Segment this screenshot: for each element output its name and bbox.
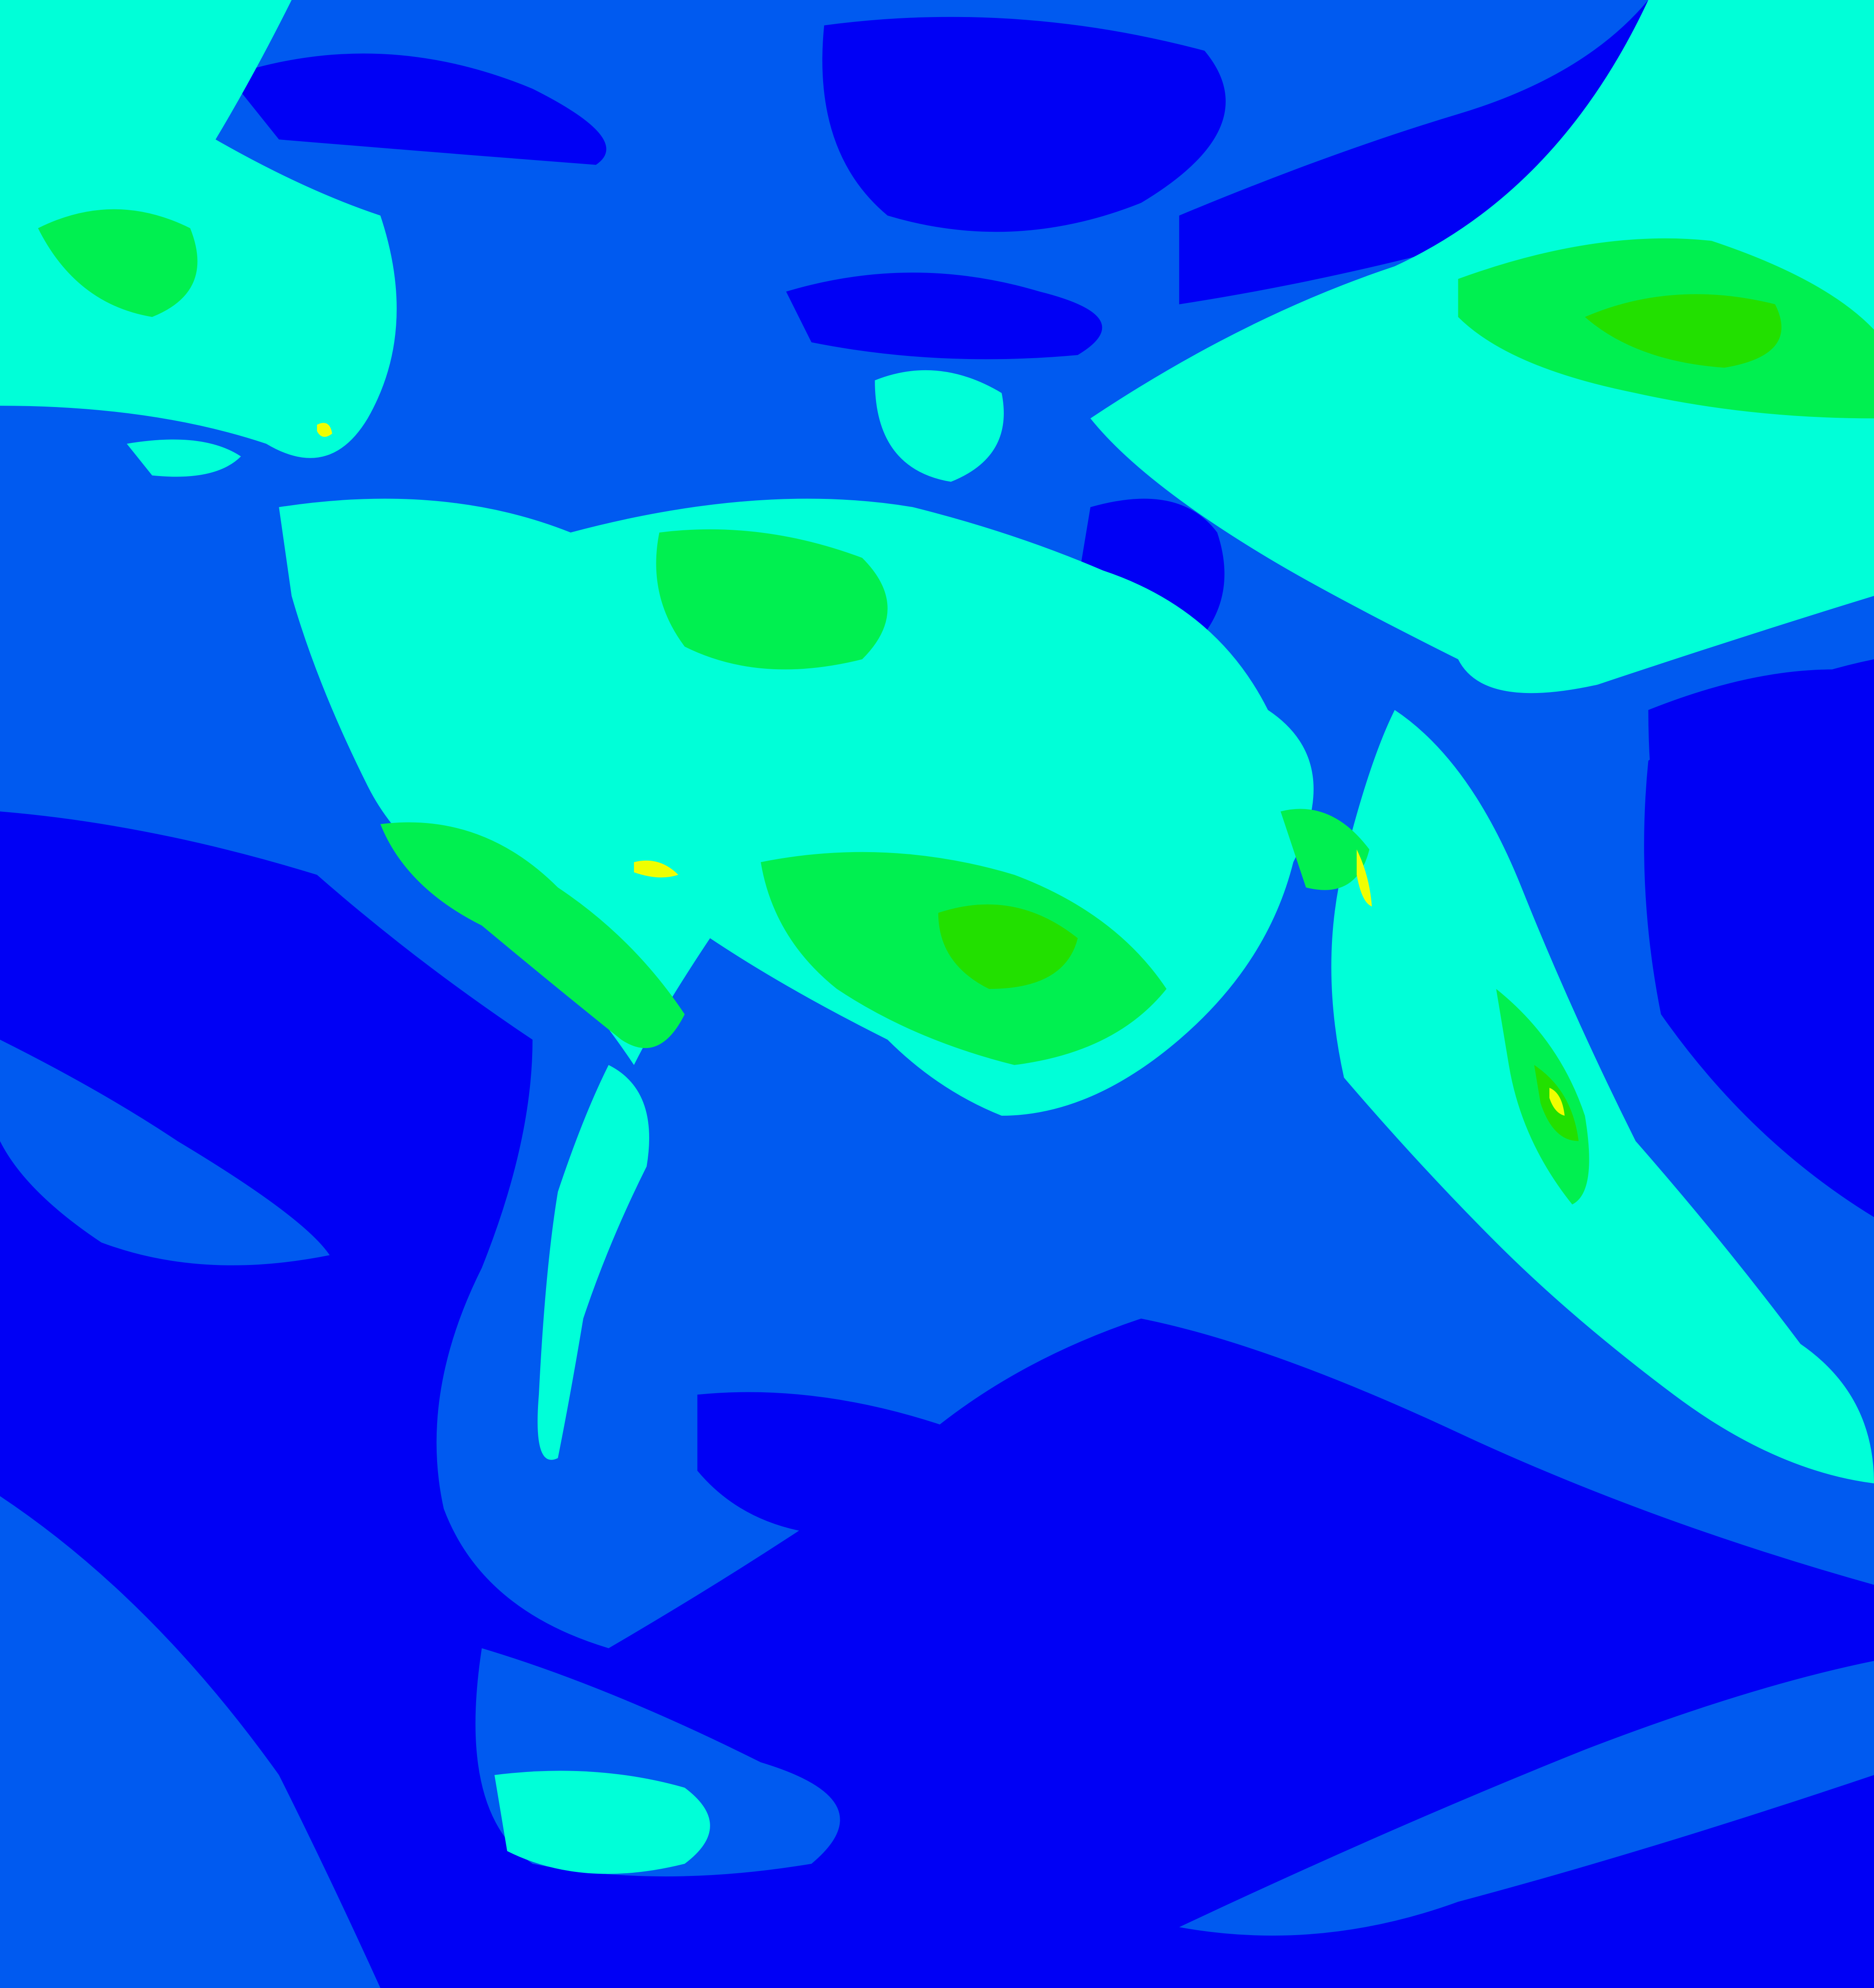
extreme-layer — [317, 423, 1565, 1116]
mid-layer — [0, 0, 1874, 1874]
